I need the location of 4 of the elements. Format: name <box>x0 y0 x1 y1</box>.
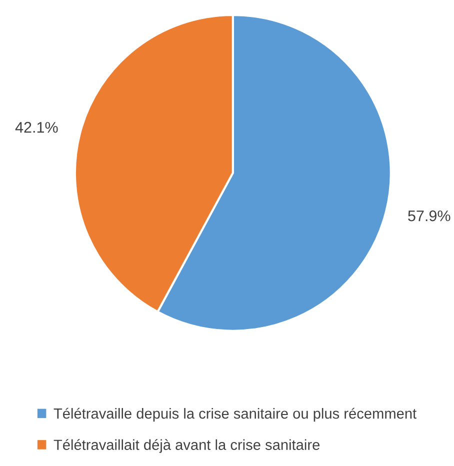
data-label: 42.1% <box>15 122 58 133</box>
legend-label: Télétravaillait déjà avant la crise sanitaire <box>54 439 320 453</box>
data-label: 57.9% <box>408 210 450 222</box>
legend-label: Télétravaille depuis la crise sanitaire ou plus récemment <box>54 408 416 422</box>
